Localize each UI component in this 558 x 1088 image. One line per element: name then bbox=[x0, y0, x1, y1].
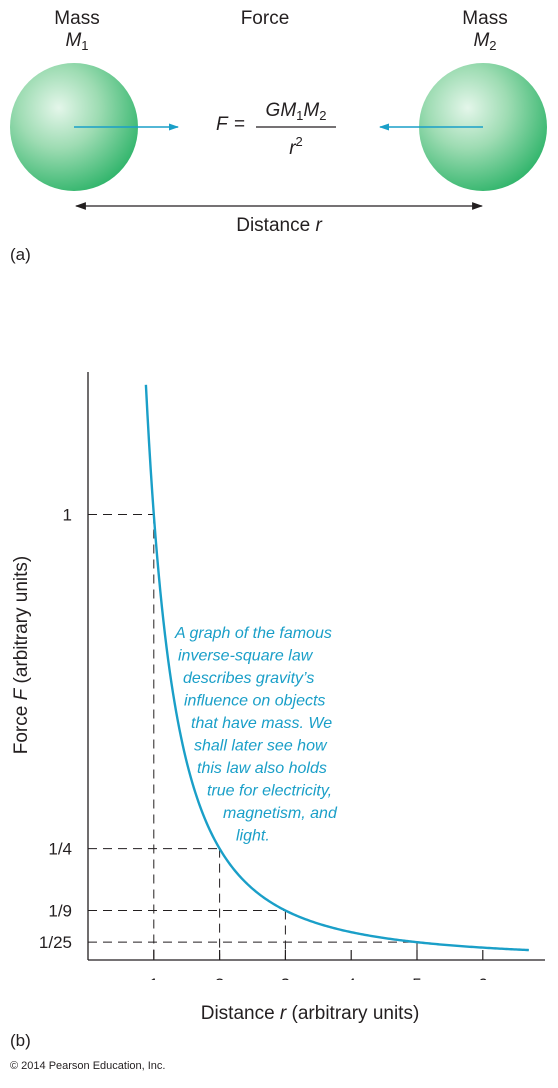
panel-a-diagram bbox=[10, 63, 547, 210]
distance-label: Distance r bbox=[236, 215, 322, 236]
inverse-square-chart: 1 2 3 4 5 6 1 1/4 1/9 1/25 A graph of the famous in… bbox=[39, 372, 545, 980]
panel-a-tag: (a) bbox=[10, 245, 31, 264]
mass2-label: Mass M2 bbox=[440, 8, 530, 57]
formula-denominator: r2 bbox=[289, 134, 303, 159]
panel-b-tag: (b) bbox=[10, 1031, 31, 1050]
x-tick-label-1: 1 bbox=[149, 975, 158, 980]
mass2-symbol: M2 bbox=[473, 30, 497, 53]
annotation-line-10: light. bbox=[236, 828, 270, 845]
x-tick-label-6: 6 bbox=[478, 975, 487, 980]
copyright-notice: © 2014 Pearson Education, Inc. bbox=[10, 1060, 166, 1072]
x-tick-label-2: 2 bbox=[215, 975, 224, 980]
y-axis-label: Force F (arbitrary units) bbox=[11, 555, 32, 755]
annotation-line-7: this law also holds bbox=[197, 760, 327, 777]
y-tick-label-1-4: 1/4 bbox=[48, 840, 72, 859]
y-tick-label-1-9: 1/9 bbox=[48, 902, 72, 921]
annotation-line-6: shall later see how bbox=[194, 738, 328, 755]
annotation-line-8: true for electricity, bbox=[207, 783, 332, 800]
x-tick-label-4: 4 bbox=[346, 975, 355, 980]
annotation-line-1: A graph of the famous bbox=[174, 625, 332, 642]
x-tick-label-3: 3 bbox=[281, 975, 290, 980]
annotation-line-4: influence on objects bbox=[184, 693, 325, 710]
formula-equals: = bbox=[234, 114, 246, 135]
formula-numerator: GM1M2 bbox=[265, 100, 327, 123]
inverse-square-curve bbox=[144, 384, 529, 952]
mass1-title: Mass bbox=[54, 8, 100, 29]
force-title: Force bbox=[240, 8, 290, 29]
mass1-label: Mass M1 bbox=[32, 8, 122, 57]
y-tick-label-1: 1 bbox=[63, 506, 72, 525]
mass1-symbol: M1 bbox=[65, 30, 89, 53]
annotation-line-2: inverse-square law bbox=[178, 648, 314, 665]
formula-lhs: F bbox=[216, 114, 228, 135]
annotation-line-5: that have mass. We bbox=[191, 715, 332, 732]
x-tick-label-5: 5 bbox=[412, 975, 421, 980]
mass2-title: Mass bbox=[462, 8, 508, 29]
annotation-line-3: describes gravity’s bbox=[183, 670, 314, 687]
x-axis-label: Distance r (arbitrary units) bbox=[200, 1003, 420, 1024]
y-tick-label-1-25: 1/25 bbox=[39, 933, 72, 952]
annotation-line-9: magnetism, and bbox=[223, 805, 338, 822]
